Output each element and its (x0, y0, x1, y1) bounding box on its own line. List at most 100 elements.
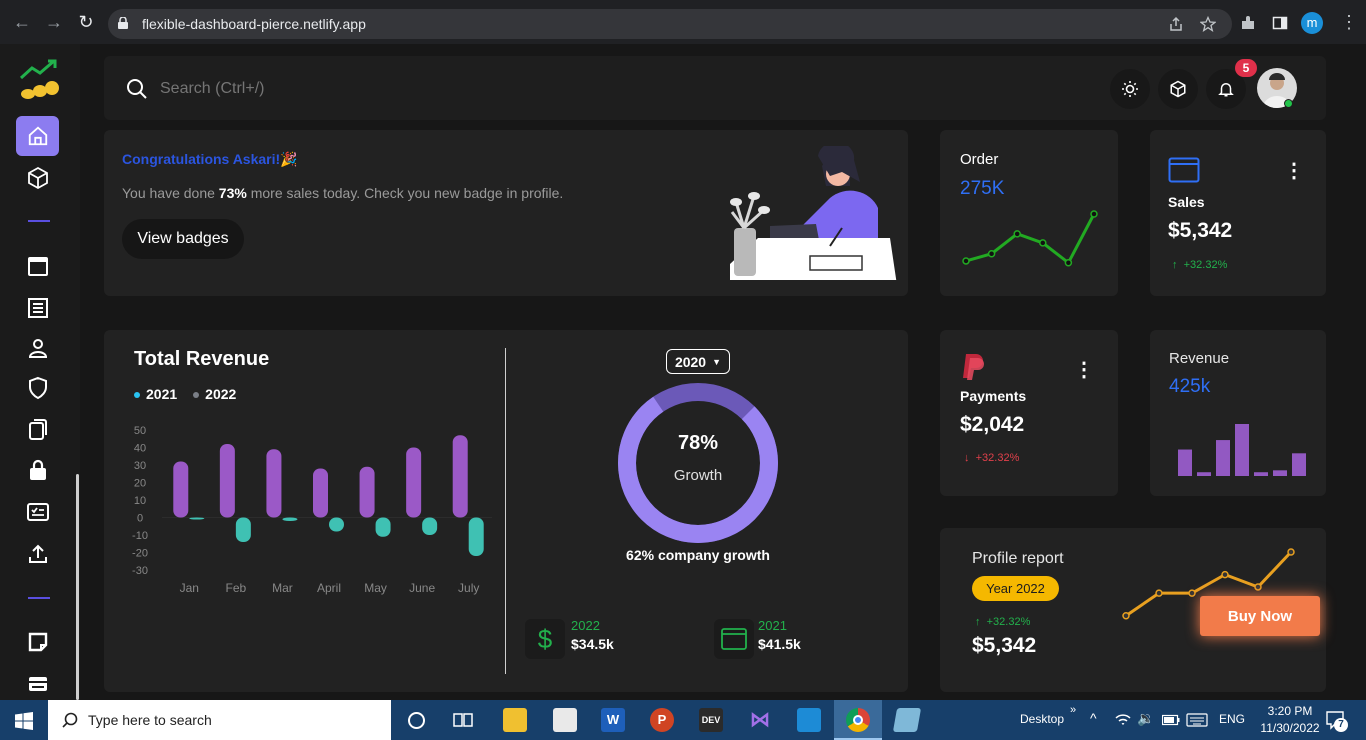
sidebar-item-home[interactable] (16, 116, 59, 156)
share-icon[interactable] (1168, 16, 1184, 32)
payments-change-value: +32.32% (975, 452, 1020, 464)
reload-icon[interactable]: ↻ (78, 12, 94, 32)
sidebar-item-pages[interactable] (24, 416, 52, 444)
order-line (965, 213, 1096, 266)
cube-icon (1170, 80, 1186, 98)
bell-icon (1218, 83, 1234, 97)
search-input[interactable] (160, 76, 560, 102)
bar-2022-Mar (282, 517, 298, 521)
buy-now-button[interactable]: Buy Now (1200, 596, 1320, 636)
notification-count-badge: 7 (1334, 718, 1348, 732)
sidebar-scrollbar[interactable] (76, 474, 79, 700)
apps-button[interactable] (1158, 69, 1198, 109)
clock-time[interactable]: 3:20 PM (1267, 704, 1313, 718)
user-icon (28, 339, 48, 358)
x-tick-label: June (409, 581, 435, 595)
x-tick-label: Feb (226, 581, 247, 595)
windows-start-icon[interactable] (15, 712, 33, 730)
chrome-taskbar-item[interactable] (834, 700, 882, 740)
lock-icon (30, 459, 46, 480)
word-icon[interactable]: W (601, 708, 625, 732)
year-selector[interactable]: 2020 ▼ (666, 349, 730, 374)
payments-card: ⋮ Payments $2,042 ↓ +32.32% (940, 330, 1118, 496)
side-panel-icon[interactable] (1272, 15, 1288, 31)
paypal-icon (963, 354, 984, 380)
revenue-legend: 2021 2022 (134, 386, 236, 402)
y-tick-label: -10 (132, 530, 148, 542)
legend-label: 2022 (205, 386, 237, 402)
order-card: Order 275K (940, 130, 1118, 296)
microsoft-store-icon[interactable] (553, 708, 577, 732)
clock-date[interactable]: 11/30/2022 (1260, 721, 1320, 735)
task-view-icon[interactable] (453, 711, 473, 729)
battery-icon[interactable] (1162, 714, 1180, 726)
profile-avatar[interactable]: m (1301, 12, 1323, 34)
congrats-percent: 73% (218, 185, 247, 201)
view-badges-button[interactable]: View badges (122, 219, 244, 259)
summary-year-2022: 2022 (571, 618, 600, 633)
search-icon (62, 712, 78, 728)
profile-report-value: $5,342 (972, 634, 1037, 657)
notepad-icon[interactable] (892, 708, 922, 732)
sidebar-item-calendar[interactable] (24, 252, 52, 280)
vscode-icon[interactable] (797, 708, 821, 732)
action-center-icon[interactable] (1325, 710, 1345, 730)
sidebar-item-notes[interactable] (24, 628, 52, 656)
sales-card: ⋮ Sales $5,342 ↑ +32.32% (1150, 130, 1326, 296)
sidebar-item-card[interactable] (24, 670, 52, 698)
back-arrow-icon[interactable]: ← (13, 12, 31, 32)
shield-icon (29, 376, 47, 400)
theme-toggle-button[interactable] (1110, 69, 1150, 109)
dev-icon[interactable]: DEV (699, 708, 723, 732)
sidebar-item-lock[interactable] (24, 456, 52, 484)
wallet-icon (721, 628, 747, 650)
chevron-up-icon[interactable]: ^ (1090, 710, 1097, 726)
bar-2021-June (406, 447, 422, 518)
x-tick-label: May (364, 581, 387, 595)
more-menu-icon[interactable]: ⋮ (1340, 12, 1358, 32)
revenue-title: Revenue (1169, 350, 1230, 367)
bar-2021-April (313, 468, 328, 518)
desktop-toolbar-label[interactable]: Desktop (1020, 712, 1065, 726)
powerpoint-icon[interactable]: P (650, 708, 674, 732)
legend-item-2022: 2022 (193, 386, 236, 402)
y-tick-label: 10 (134, 495, 146, 507)
file-explorer-icon[interactable] (503, 708, 527, 732)
payments-menu-icon[interactable]: ⋮ (1074, 359, 1094, 381)
cortana-icon[interactable] (408, 712, 425, 729)
congrats-message-text: more sales today. Check you new badge in… (246, 185, 564, 201)
notification-badge: 5 (1235, 59, 1257, 77)
caret-down-icon: ▼ (712, 356, 722, 367)
sidebar-item-invoice[interactable] (24, 294, 52, 322)
browser-toolbar: ← → ↻ flexible-dashboard-pierce.netlify.… (0, 0, 1366, 44)
bookmark-star-icon[interactable] (1200, 16, 1216, 32)
sidebar-item-cube[interactable] (24, 164, 52, 192)
extensions-icon[interactable] (1240, 15, 1256, 31)
chevron-right-icon[interactable]: » (1070, 704, 1077, 716)
taskbar-search-placeholder: Type here to search (88, 712, 212, 728)
note-icon (28, 632, 48, 652)
wifi-icon[interactable] (1114, 712, 1132, 728)
congrats-message: You have done 73% more sales today. Chec… (122, 185, 563, 201)
visual-studio-icon[interactable]: ⋈ (750, 709, 770, 731)
growth-label: Growth (673, 467, 723, 484)
sales-menu-icon[interactable]: ⋮ (1284, 160, 1304, 182)
sun-icon (1122, 81, 1138, 97)
year-selector-value: 2020 (674, 353, 707, 370)
bar-2022-June (422, 517, 438, 535)
volume-icon[interactable]: 🔉 (1137, 710, 1155, 726)
divider (505, 348, 506, 674)
profile-point (1155, 589, 1163, 597)
forward-arrow-icon[interactable]: → (45, 12, 63, 32)
revenue-bar (1197, 472, 1211, 476)
keyboard-icon[interactable] (1186, 712, 1208, 728)
language-indicator[interactable]: ENG (1219, 712, 1246, 726)
calendar-icon (28, 257, 48, 276)
sidebar-item-security[interactable] (24, 374, 52, 402)
sidebar-item-user[interactable] (24, 334, 52, 362)
sidebar-item-checklist[interactable] (24, 498, 52, 526)
taskbar-search-box[interactable]: Type here to search (48, 700, 391, 740)
profile-point (1287, 548, 1295, 556)
sidebar-item-upload[interactable] (24, 540, 52, 568)
address-bar[interactable]: flexible-dashboard-pierce.netlify.app (108, 9, 1232, 39)
